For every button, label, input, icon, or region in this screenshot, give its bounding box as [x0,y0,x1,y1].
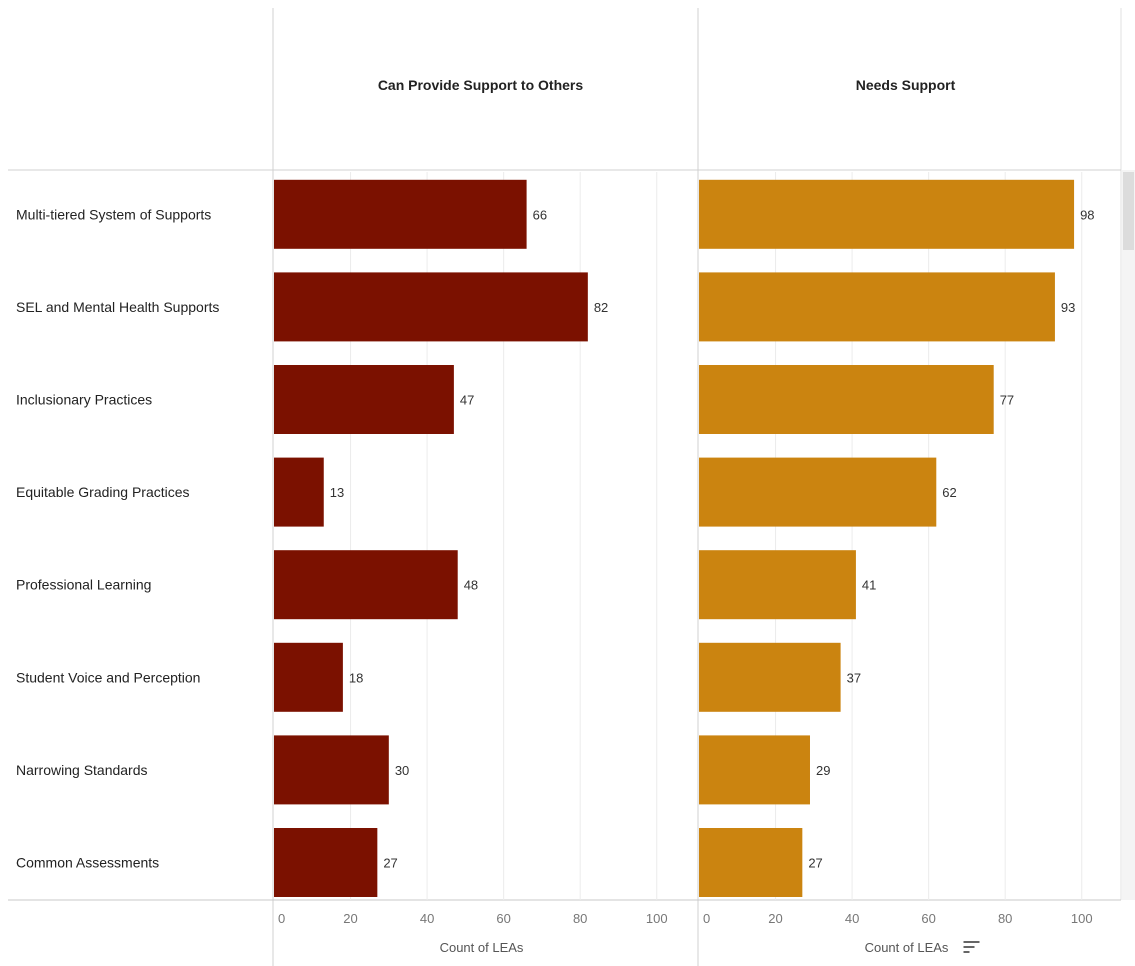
bar-value-label: 41 [862,578,876,593]
bar[interactable] [699,735,810,805]
x-tick-label: 20 [768,911,782,926]
bar-value-label: 48 [464,578,478,593]
x-tick-label: 80 [573,911,587,926]
bar[interactable] [274,735,389,805]
bar-value-label: 82 [594,300,608,315]
sort-descending-icon[interactable] [963,941,980,943]
bar[interactable] [699,272,1055,342]
x-tick-label: 100 [1071,911,1093,926]
bar-value-label: 62 [942,485,956,500]
bar-value-label: 98 [1080,207,1094,222]
bar-value-label: 27 [383,856,397,871]
bar[interactable] [274,457,324,527]
category-label: Professional Learning [16,577,151,593]
scrollbar-track[interactable] [1122,170,1135,900]
bar-value-label: 27 [808,856,822,871]
bar-value-label: 18 [349,670,363,685]
bar[interactable] [274,365,454,434]
bar[interactable] [699,828,803,897]
bar-value-label: 29 [816,763,830,778]
x-tick-label: 100 [646,911,668,926]
bar-value-label: 13 [330,485,344,500]
category-label: Inclusionary Practices [16,392,152,408]
bar-value-label: 30 [395,763,409,778]
x-tick-label: 0 [278,911,285,926]
x-tick-label: 40 [420,911,434,926]
bar[interactable] [699,365,994,434]
bar-value-label: 37 [847,670,861,685]
bar[interactable] [699,179,1075,249]
pane-title-1: Can Provide Support to Others [378,77,584,93]
bar[interactable] [274,179,527,249]
bar-value-label: 47 [460,393,474,408]
bar[interactable] [274,272,588,342]
bar[interactable] [274,550,458,620]
x-tick-label: 20 [343,911,357,926]
category-label: Common Assessments [16,855,159,871]
sort-descending-icon-line [963,946,975,948]
bar[interactable] [699,642,841,712]
bar[interactable] [274,642,343,712]
category-label: SEL and Mental Health Supports [16,299,219,315]
x-axis-title-1: Count of LEAs [440,940,524,955]
bar[interactable] [699,550,856,620]
x-tick-label: 60 [496,911,510,926]
bar-value-label: 77 [1000,393,1014,408]
sort-descending-icon-line [963,951,970,953]
x-tick-label: 80 [998,911,1012,926]
category-label: Equitable Grading Practices [16,484,190,500]
bar[interactable] [274,828,378,897]
x-tick-label: 0 [703,911,710,926]
pane-title-2: Needs Support [856,77,956,93]
category-label: Student Voice and Perception [16,669,200,685]
x-axis-title-2: Count of LEAs [865,940,949,955]
category-label: Multi-tiered System of Supports [16,206,211,222]
category-label: Narrowing Standards [16,762,148,778]
bar-value-label: 93 [1061,300,1075,315]
x-tick-label: 60 [921,911,935,926]
scrollbar-thumb[interactable] [1123,172,1134,250]
bar-value-label: 66 [533,207,547,222]
x-tick-label: 40 [845,911,859,926]
bar[interactable] [699,457,937,527]
